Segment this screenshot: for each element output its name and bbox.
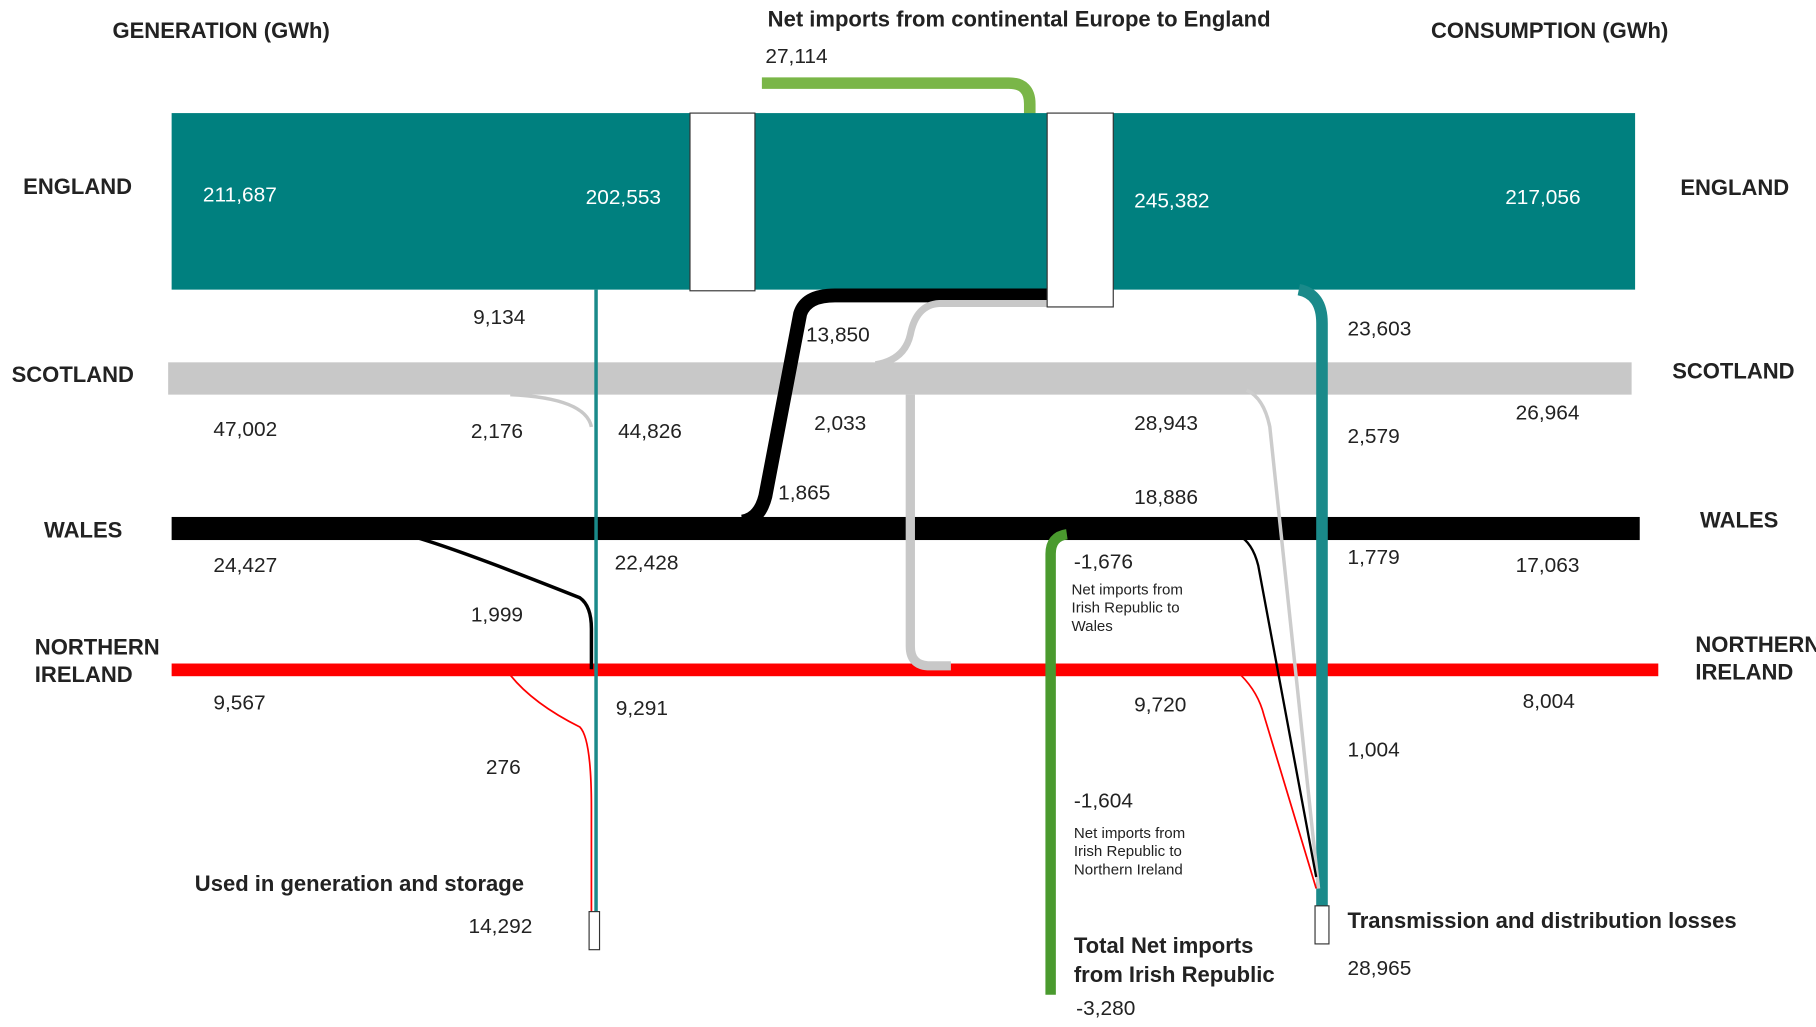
value: 9,567 <box>213 691 265 714</box>
used-box <box>588 911 601 951</box>
value: 24,427 <box>213 554 277 577</box>
value: 28,943 <box>1134 412 1198 435</box>
region: ENGLAND <box>1680 175 1789 200</box>
note: Net imports from Irish Republic to North… <box>1073 823 1186 879</box>
value: 2,033 <box>814 412 866 435</box>
value: 1,004 <box>1348 739 1400 762</box>
value: -1,604 <box>1074 790 1133 813</box>
value: 2,176 <box>471 420 523 443</box>
value: 245,382 <box>1134 189 1209 212</box>
value: 22,428 <box>615 552 679 575</box>
value: 9,291 <box>616 697 668 720</box>
value: 2,579 <box>1348 425 1400 448</box>
value: 1,999 <box>471 604 523 627</box>
value: 9,720 <box>1134 694 1186 717</box>
scotland-own-use <box>510 392 594 428</box>
losses-box <box>1314 905 1330 945</box>
value: 1,779 <box>1348 546 1400 569</box>
region-text: NORTHERN IRELAND <box>34 635 160 688</box>
value: 276 <box>486 756 521 779</box>
england-band <box>171 113 1636 290</box>
scotland-to-england <box>874 300 1048 369</box>
header: CONSUMPTION (GWh) <box>1431 18 1668 43</box>
value: 1,865 <box>778 481 830 504</box>
note: Net imports from Irish Republic to Wales <box>1071 580 1183 635</box>
value: -1,676 <box>1074 551 1133 574</box>
scotland-losses <box>1245 388 1321 889</box>
ni-losses <box>1240 674 1318 889</box>
wales-own-use <box>399 531 594 670</box>
value: -3,280 <box>1076 997 1135 1020</box>
value: 17,063 <box>1516 554 1580 577</box>
wales-losses <box>1237 534 1318 878</box>
scotland-to-ni <box>905 394 951 671</box>
annotation: Transmission and distribution losses <box>1348 908 1737 933</box>
note-text: Net imports from Irish Republic to North… <box>1073 823 1186 879</box>
value: 202,553 <box>586 186 661 209</box>
value: 23,603 <box>1348 318 1412 341</box>
region: WALES <box>44 518 122 543</box>
annotation: Total Net imports from Irish Republic <box>1073 934 1275 988</box>
region: NORTHERN IRELAND <box>1695 633 1816 686</box>
value: 26,964 <box>1516 402 1580 425</box>
continental-flow <box>761 77 1036 116</box>
header: GENERATION (GWh) <box>112 18 329 43</box>
region: WALES <box>1700 507 1778 532</box>
region: SCOTLAND <box>1672 359 1794 384</box>
wales-to-england <box>740 288 1048 529</box>
region-text: NORTHERN IRELAND <box>1695 633 1816 686</box>
annotation: Net imports from continental Europe to E… <box>768 7 1271 32</box>
node-box <box>689 112 756 292</box>
region: SCOTLAND <box>12 362 134 387</box>
ni-band <box>171 663 1659 677</box>
scotland-band <box>168 362 1632 395</box>
value: 47,002 <box>213 418 277 441</box>
annotation: Used in generation and storage <box>195 871 524 896</box>
region: ENGLAND <box>23 174 132 199</box>
value: 13,850 <box>806 323 870 346</box>
ni-own-use <box>509 674 593 912</box>
annotation-text: Total Net imports from Irish Republic <box>1073 934 1275 988</box>
value: 9,134 <box>473 306 525 329</box>
value: 217,056 <box>1505 186 1580 209</box>
note-text: Net imports from Irish Republic to Wales <box>1071 580 1183 635</box>
england-losses <box>1297 283 1328 906</box>
value: 14,292 <box>468 915 532 938</box>
node-box <box>1046 112 1114 308</box>
region: NORTHERN IRELAND <box>34 635 160 688</box>
value: 18,886 <box>1134 486 1198 509</box>
value: 44,826 <box>618 420 682 443</box>
value: 27,114 <box>765 45 827 68</box>
value: 28,965 <box>1348 957 1412 980</box>
value: 211,687 <box>203 184 277 207</box>
value: 8,004 <box>1523 690 1575 713</box>
irish-imports-flow <box>1045 529 1068 995</box>
